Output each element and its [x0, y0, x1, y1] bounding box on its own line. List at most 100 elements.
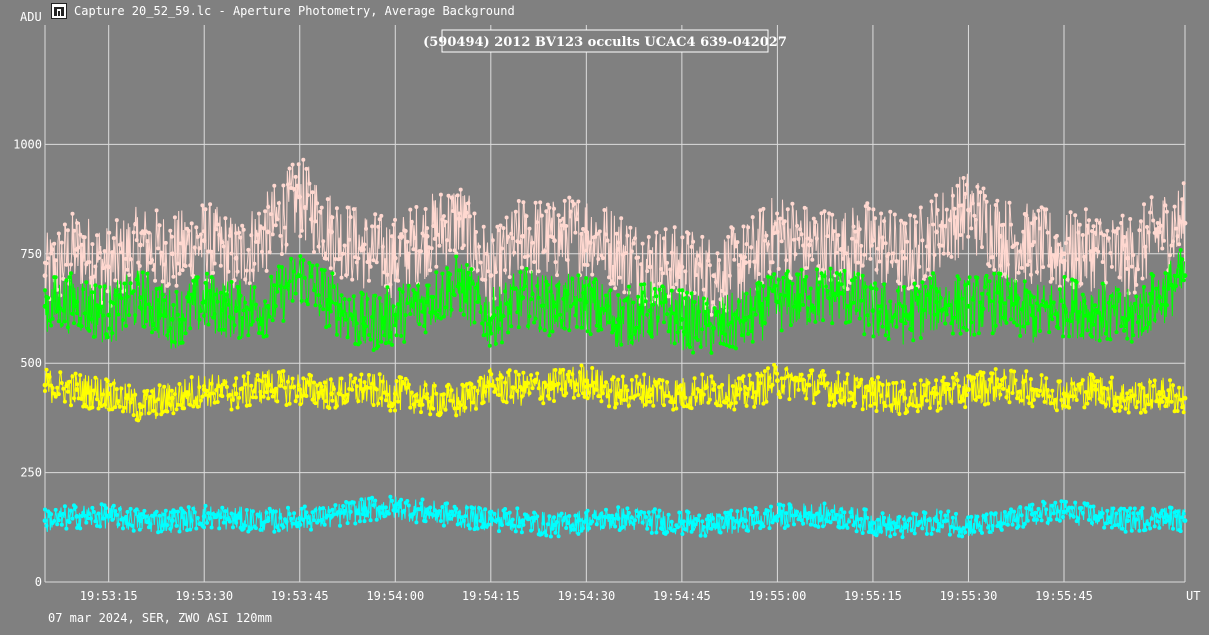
series-0-sample — [266, 205, 271, 209]
series-0-sample — [938, 223, 943, 228]
series-0-sample — [1120, 213, 1125, 218]
series-1-sample — [1112, 305, 1117, 310]
series-3-sample — [504, 511, 509, 516]
series-3-sample — [336, 510, 341, 514]
series-3-sample — [412, 509, 417, 514]
series-3-sample — [209, 525, 214, 530]
series-0-sample — [935, 208, 940, 213]
series-3-sample — [611, 516, 616, 521]
series-3-sample — [614, 513, 619, 517]
series-3-sample — [223, 509, 228, 514]
series-3-sample — [857, 523, 862, 528]
series-2-sample — [315, 383, 320, 388]
series-1-sample — [767, 286, 772, 291]
series-0-sample — [191, 274, 196, 278]
series-2-sample — [208, 391, 213, 396]
series-1-sample — [272, 283, 277, 288]
series-0-sample — [666, 294, 671, 299]
series-2-sample — [976, 394, 981, 399]
series-2-sample — [95, 397, 99, 402]
series-0-sample — [947, 218, 952, 223]
series-1-sample — [824, 284, 829, 289]
series-1-sample — [1148, 291, 1153, 296]
series-2-sample — [880, 382, 885, 387]
series-1-sample — [1160, 302, 1165, 307]
series-2-sample — [151, 408, 156, 413]
series-3-sample — [1181, 511, 1186, 516]
series-0-sample — [1148, 210, 1153, 215]
series-1-sample — [304, 299, 309, 303]
series-1-sample — [839, 282, 844, 287]
series-3-sample — [43, 507, 47, 512]
series-0-sample — [804, 266, 809, 270]
series-0-sample — [1083, 207, 1088, 212]
series-1-sample — [801, 302, 806, 307]
series-1-sample — [631, 300, 636, 305]
series-0-sample — [379, 213, 384, 218]
series-0-sample — [299, 228, 304, 233]
series-2-sample — [871, 380, 876, 385]
series-0-sample — [784, 258, 789, 263]
series-1-sample — [81, 287, 86, 292]
series-2-sample — [801, 377, 806, 382]
series-2-sample — [707, 397, 712, 402]
series-1-sample — [677, 288, 682, 293]
series-3-sample — [241, 526, 246, 531]
series-2-sample — [299, 394, 304, 399]
series-0-sample — [480, 277, 485, 282]
series-1-sample — [1138, 303, 1143, 308]
series-0-sample — [519, 265, 524, 270]
series-2-sample — [202, 384, 206, 389]
series-3-sample — [87, 511, 92, 516]
series-2-sample — [357, 378, 362, 383]
series-0-sample — [339, 275, 344, 280]
series-0-sample — [775, 211, 780, 216]
series-0-sample — [1135, 267, 1140, 272]
series-1-sample — [698, 344, 703, 349]
series-1-sample — [78, 316, 83, 321]
series-0-sample — [672, 225, 677, 230]
series-2-sample — [613, 405, 618, 410]
series-3-sample — [987, 530, 992, 534]
series-0-sample — [179, 241, 183, 246]
series-2-sample — [946, 382, 951, 387]
series-0-sample — [113, 278, 118, 283]
series-1-sample — [941, 307, 946, 311]
series-2-sample — [1070, 381, 1075, 386]
series-3-sample — [599, 511, 604, 516]
series-0-sample — [527, 226, 532, 231]
series-3-sample — [339, 510, 344, 515]
series-3-sample — [156, 530, 161, 535]
series-2-sample — [573, 388, 578, 393]
series-1-sample — [819, 271, 824, 276]
series-1-sample — [151, 323, 156, 327]
series-0-sample — [645, 269, 650, 274]
series-3-sample — [140, 512, 145, 517]
series-1-sample — [1070, 277, 1075, 282]
series-2-sample — [487, 369, 492, 374]
series-2-sample — [275, 399, 280, 404]
series-2-sample — [354, 384, 359, 389]
series-2-sample — [322, 380, 327, 385]
series-2-sample — [471, 400, 475, 405]
series-1-sample — [761, 284, 766, 289]
series-3-sample — [114, 513, 119, 517]
series-0-sample — [464, 210, 469, 215]
series-0-sample — [425, 226, 430, 231]
series-0-sample — [390, 234, 394, 239]
series-3-sample — [457, 510, 462, 515]
series-0-sample — [1140, 276, 1145, 281]
series-1-point — [1125, 317, 1131, 322]
series-3-point — [42, 518, 48, 524]
series-3-sample — [769, 504, 773, 509]
series-2-point — [775, 378, 780, 384]
series-0-sample — [865, 201, 870, 206]
series-2-sample — [862, 394, 867, 399]
series-2-sample — [845, 372, 850, 377]
series-1-sample — [518, 270, 523, 275]
series-1-sample — [859, 298, 864, 303]
series-2-sample — [998, 392, 1003, 397]
series-3-sample — [160, 523, 165, 528]
series-2-sample — [359, 372, 364, 377]
series-3-sample — [547, 514, 552, 519]
